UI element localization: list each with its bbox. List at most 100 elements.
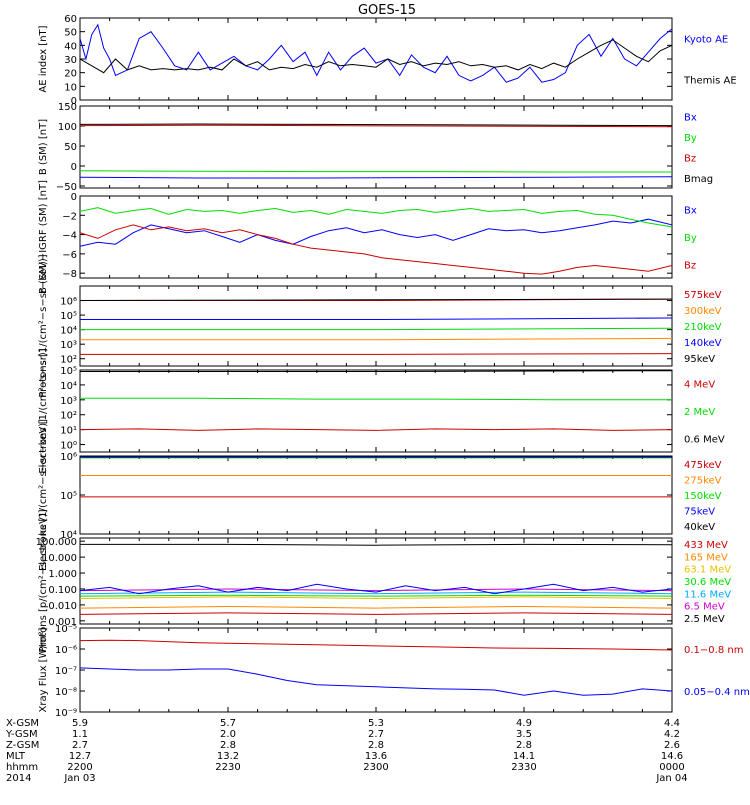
- legend-entry: 475keV: [684, 460, 722, 471]
- y-tick-label: 0.001: [48, 617, 77, 628]
- legend-entry: 95keV: [684, 354, 715, 365]
- legend-entry: 150keV: [684, 491, 722, 502]
- series-line-themis-ae: [80, 39, 672, 74]
- ephemeris-row-label: 2014: [6, 773, 31, 784]
- ephemeris-value: 12.7: [69, 751, 91, 762]
- ephemeris-value: 0000: [659, 762, 684, 773]
- legend-entry: 30.6 MeV: [684, 577, 731, 588]
- y-tick-label: 10⁰: [60, 441, 77, 452]
- ephemeris-value: 2.7: [368, 729, 384, 740]
- ephemeris-value: 2.7: [72, 740, 88, 751]
- ephemeris-value: 14.1: [513, 751, 535, 762]
- series-line-210kev: [80, 327, 672, 331]
- y-tick-label: 100.000: [36, 537, 77, 548]
- y-tick-label: 0.100: [48, 585, 77, 596]
- legend-entry: 11.6 MeV: [684, 589, 731, 600]
- y-axis-label: Protons [p/(cm²−s−sr−keV)]: [38, 509, 49, 652]
- series-line-6-5-mev: [80, 588, 672, 592]
- series-line-0-1-0-8-nm: [80, 639, 672, 651]
- series-line-2-5-mev: [80, 543, 672, 546]
- ephemeris-value: 2330: [511, 762, 536, 773]
- y-tick-label: 40: [64, 41, 77, 52]
- legend-entry: Bz: [684, 153, 696, 164]
- legend-entry: 300keV: [684, 306, 722, 317]
- legend-entry: 0.05−0.4 nm: [684, 687, 750, 698]
- series-line-unlabeled-5: [80, 353, 672, 355]
- ephemeris-value: 4.4: [664, 718, 680, 729]
- series-line-kyoto-ae: [80, 23, 672, 83]
- ephemeris-value: 2.8: [368, 740, 384, 751]
- legend-entry: 4 MeV: [684, 380, 715, 391]
- y-tick-label: 50: [64, 142, 77, 153]
- y-tick-label: 30: [64, 55, 77, 66]
- y-axis-label: B (SM)−IGRF (SM) [nT]: [38, 180, 49, 294]
- ephemeris-value: 2300: [363, 762, 388, 773]
- ephemeris-value: 2200: [67, 762, 92, 773]
- legend-entry: Kyoto AE: [684, 35, 728, 46]
- y-tick-label: 10³: [60, 340, 77, 351]
- legend-entry: Bmag: [684, 174, 713, 185]
- y-tick-label: 10⁻⁶: [55, 645, 77, 656]
- series-line-bx: [80, 218, 672, 247]
- series-line-bz: [80, 224, 672, 275]
- legend-entry: Themis AE: [683, 76, 737, 87]
- series-line-30-6-mev: [80, 594, 672, 597]
- y-tick-label: 10.000: [42, 553, 77, 564]
- ephemeris-value: 3.5: [516, 729, 532, 740]
- legend-entry: 2 MeV: [684, 407, 715, 418]
- legend-entry: By: [684, 233, 697, 244]
- panel-7: 0.001 0.010 0.100 1.000 10.000 100.000Protons…: [36, 509, 732, 652]
- ephemeris-value: Jan 03: [63, 773, 95, 784]
- legend-entry: 2.5 MeV: [684, 614, 725, 625]
- legend-entry: Bz: [684, 260, 696, 271]
- panel-5: 10⁰ 10¹ 10² 10³ 10⁴ 10⁵ Electrons [1/(cm²−s−sr…: [38, 348, 725, 473]
- y-axis-label: Electrons [1/(cm²−s−sr)]: [38, 348, 49, 473]
- legend-entry: 6.5 MeV: [684, 602, 725, 613]
- y-tick-label: 10⁴: [60, 530, 77, 541]
- y-axis-label: Protons [1/(cm²−s−sr−keV)]: [38, 254, 49, 397]
- chart-title: GOES-15: [358, 3, 416, 18]
- ephemeris-row-label: hhmm: [6, 762, 38, 773]
- series-line-2-mev: [80, 397, 672, 401]
- y-tick-label: 100: [58, 122, 77, 133]
- ephemeris-value: 2230: [215, 762, 240, 773]
- ephemeris-value: 14.6: [661, 751, 683, 762]
- y-tick-label: 10⁴: [60, 381, 77, 392]
- y-tick-label: −2: [62, 211, 77, 222]
- panel-3: −8 −6 −4 −2 0 B (SM)−IGRF (SM) [nT] Bx By Bz: [38, 180, 697, 294]
- y-tick-label: 10⁵: [60, 366, 77, 377]
- y-axis-label: B (SM) [nT]: [38, 119, 49, 175]
- ephemeris-value: 13.6: [365, 751, 387, 762]
- series-line-by: [80, 170, 672, 173]
- ephemeris-value: 2.6: [664, 740, 680, 751]
- series-line-0-05-0-4-nm: [80, 667, 672, 696]
- panel-1: 0 10 20 30 40 50 60 AE index [nT] Kyoto AE Themis…: [38, 14, 737, 107]
- y-tick-label: 50: [64, 28, 77, 39]
- ephemeris-value: 5.7: [220, 718, 236, 729]
- series-line-95kev: [80, 298, 672, 301]
- series-line-4-mev: [80, 428, 672, 431]
- legend-entry: 433 MeV: [684, 540, 728, 551]
- y-tick-label: 20: [64, 69, 77, 80]
- legend-entry: 275keV: [684, 475, 722, 486]
- y-tick-label: 10⁻⁵: [55, 624, 77, 635]
- series-line-0-6-mev: [80, 370, 672, 372]
- y-tick-label: 0.010: [48, 601, 77, 612]
- legend-entry: 0.1−0.8 nm: [684, 645, 743, 656]
- legend-entry: 40keV: [684, 522, 715, 533]
- legend-entry: 0.6 MeV: [684, 434, 725, 445]
- y-tick-label: 0: [71, 192, 77, 203]
- y-axis-label: Xray Flux [W/m²]: [38, 627, 49, 712]
- ephemeris-row-label: MLT: [6, 751, 26, 762]
- panel-frame: [79, 537, 673, 625]
- series-line-bz: [80, 124, 672, 128]
- ephemeris-value: 5.3: [368, 718, 384, 729]
- y-tick-label: −8: [62, 269, 77, 280]
- legend-entry: Bx: [684, 112, 697, 123]
- ephemeris-row-label: X-GSM: [6, 718, 39, 729]
- y-tick-label: 10¹: [60, 426, 77, 437]
- ephemeris-value: Jan 04: [655, 773, 687, 784]
- ephemeris-value: 2.8: [220, 740, 236, 751]
- y-tick-label: 1.000: [48, 569, 77, 580]
